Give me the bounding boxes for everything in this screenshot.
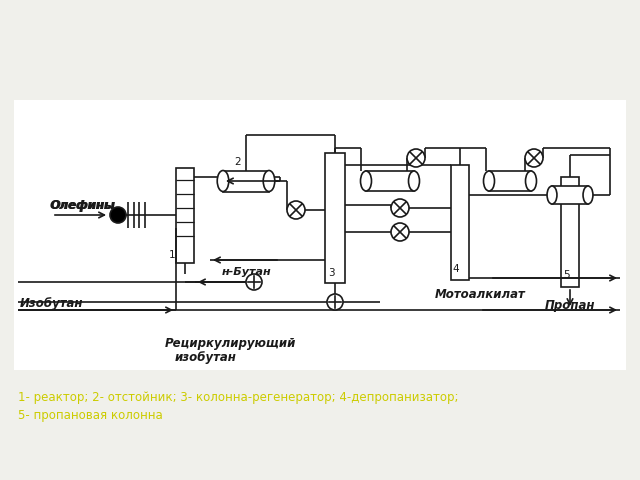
Bar xyxy=(366,171,414,191)
Bar xyxy=(176,168,194,263)
Text: Рециркулирующий: Рециркулирующий xyxy=(165,336,296,349)
Bar xyxy=(325,153,345,283)
Text: 1: 1 xyxy=(169,250,175,260)
Bar xyxy=(552,186,588,204)
Ellipse shape xyxy=(263,170,275,192)
Text: 5: 5 xyxy=(563,270,570,280)
Ellipse shape xyxy=(360,171,371,191)
Circle shape xyxy=(327,294,343,310)
Text: Олефины: Олефины xyxy=(51,200,116,213)
Text: Олефины: Олефины xyxy=(50,200,115,213)
Circle shape xyxy=(110,207,126,223)
Circle shape xyxy=(391,223,409,241)
Ellipse shape xyxy=(483,171,495,191)
Ellipse shape xyxy=(217,170,228,192)
Circle shape xyxy=(246,274,262,290)
Ellipse shape xyxy=(583,186,593,204)
Bar xyxy=(561,177,579,287)
Text: 4: 4 xyxy=(452,264,460,274)
Bar xyxy=(451,165,469,279)
Text: 5- пропановая колонна: 5- пропановая колонна xyxy=(18,408,163,421)
Text: Пропан: Пропан xyxy=(545,299,595,312)
Circle shape xyxy=(525,149,543,167)
Text: н-Бутан: н-Бутан xyxy=(222,267,271,277)
Text: 3: 3 xyxy=(328,268,334,278)
Ellipse shape xyxy=(525,171,536,191)
Text: изобутан: изобутан xyxy=(175,351,237,364)
Text: 1- реактор; 2- отстойник; 3- колонна-регенератор; 4-депропанизатор;: 1- реактор; 2- отстойник; 3- колонна-рег… xyxy=(18,392,458,405)
Circle shape xyxy=(407,149,425,167)
Text: 2: 2 xyxy=(235,157,241,167)
Bar xyxy=(489,171,531,191)
Ellipse shape xyxy=(547,186,557,204)
Text: Изобутан: Изобутан xyxy=(20,297,83,310)
Bar xyxy=(223,170,269,192)
Ellipse shape xyxy=(408,171,419,191)
Bar xyxy=(14,100,626,370)
Text: Мотоалкилат: Мотоалкилат xyxy=(435,288,525,301)
Circle shape xyxy=(287,201,305,219)
Circle shape xyxy=(391,199,409,217)
